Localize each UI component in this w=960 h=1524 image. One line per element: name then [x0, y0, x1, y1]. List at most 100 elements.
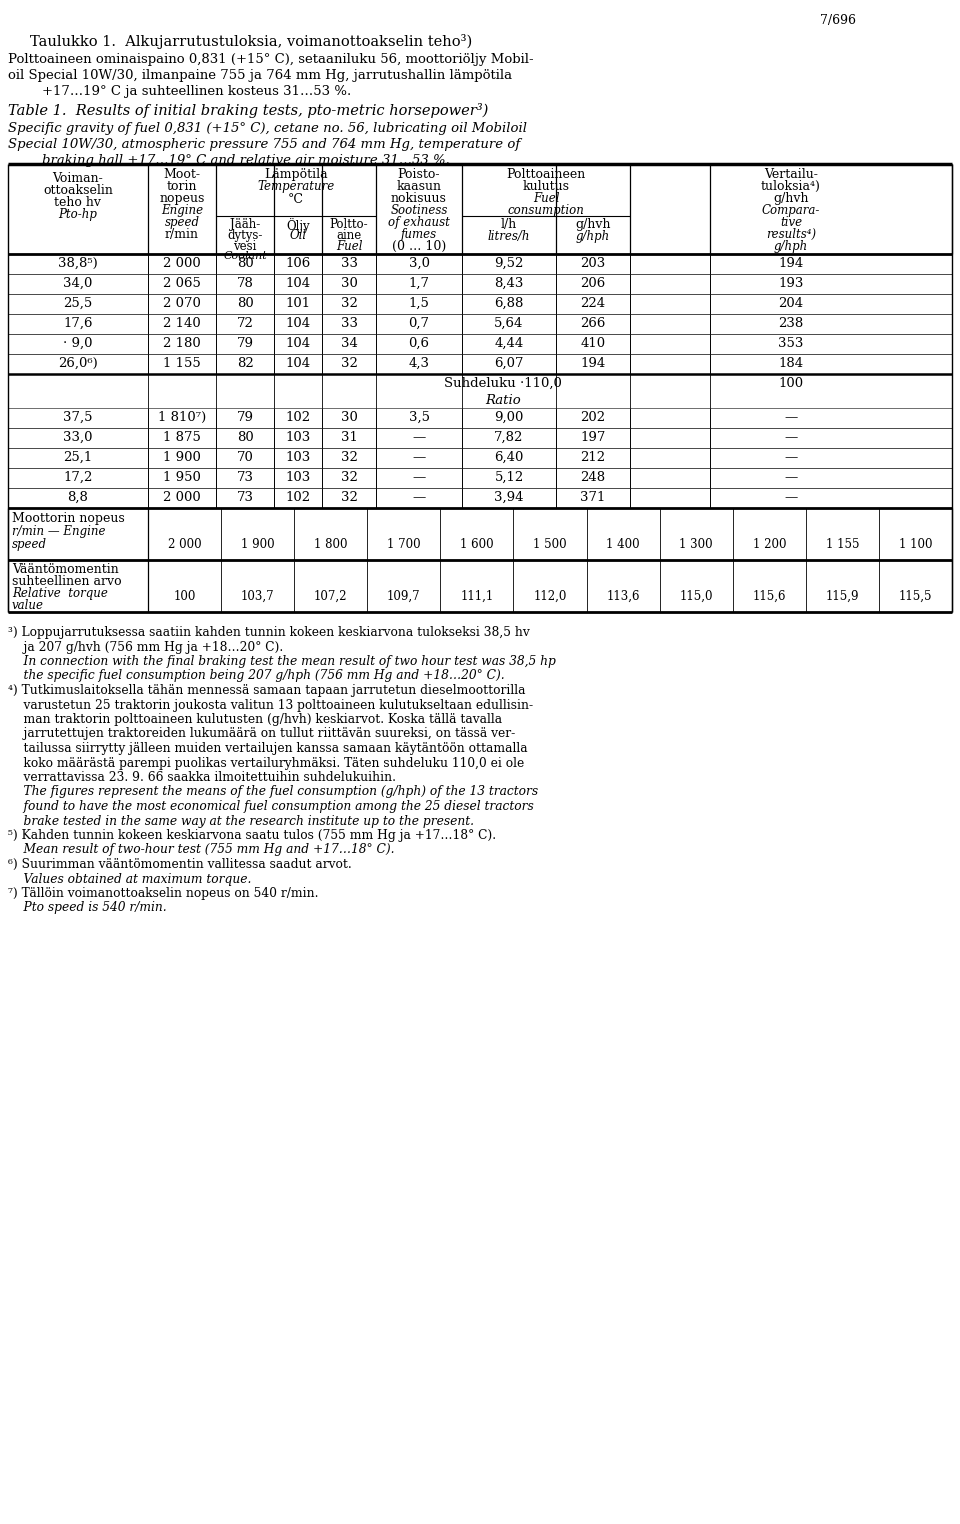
- Text: varustetun 25 traktorin joukosta valitun 13 polttoaineen kulutukseltaan edullisi: varustetun 25 traktorin joukosta valitun…: [8, 698, 533, 712]
- Text: Taulukko 1.  Alkujarrutustuloksia, voimanottoakselin teho³): Taulukko 1. Alkujarrutustuloksia, voiman…: [30, 34, 472, 49]
- Text: the specific fuel consumption being 207 g/hph (756 mm Hg and +18…20° C).: the specific fuel consumption being 207 …: [8, 669, 505, 683]
- Text: 4,44: 4,44: [494, 337, 523, 351]
- Text: 37,5: 37,5: [63, 411, 93, 424]
- Text: 9,52: 9,52: [494, 258, 524, 270]
- Text: ³) Loppujarrutuksessa saatiin kahden tunnin kokeen keskiarvona tulokseksi 38,5 h: ³) Loppujarrutuksessa saatiin kahden tun…: [8, 626, 530, 639]
- Text: found to have the most economical fuel consumption among the 25 diesel tractors: found to have the most economical fuel c…: [8, 800, 534, 812]
- Text: —: —: [784, 411, 798, 424]
- Text: value: value: [12, 599, 44, 613]
- Text: —: —: [784, 471, 798, 485]
- Text: 410: 410: [581, 337, 606, 351]
- Text: Polttoaineen ominaispaino 0,831 (+15° C), setaaniluku 56, moottoriöljy Mobil-: Polttoaineen ominaispaino 0,831 (+15° C)…: [8, 53, 534, 66]
- Text: consumption: consumption: [508, 204, 585, 216]
- Text: +17…19° C ja suhteellinen kosteus 31…53 %.: +17…19° C ja suhteellinen kosteus 31…53 …: [8, 85, 351, 98]
- Text: —: —: [413, 451, 425, 463]
- Text: Vääntömomentin: Vääntömomentin: [12, 562, 119, 576]
- Text: Engine: Engine: [161, 204, 204, 216]
- Text: Fuel: Fuel: [533, 192, 560, 206]
- Text: of exhaust: of exhaust: [388, 216, 450, 229]
- Text: 72: 72: [236, 317, 253, 331]
- Text: Moottorin nopeus: Moottorin nopeus: [12, 512, 125, 524]
- Text: ja 207 g/hvh (756 mm Hg ja +18…20° C).: ja 207 g/hvh (756 mm Hg ja +18…20° C).: [8, 640, 283, 654]
- Text: 202: 202: [581, 411, 606, 424]
- Text: 1 200: 1 200: [753, 538, 786, 552]
- Text: 33: 33: [341, 317, 357, 331]
- Text: 238: 238: [779, 317, 804, 331]
- Text: r/min: r/min: [165, 229, 199, 241]
- Text: Mean result of two-hour test (755 mm Hg and +17…18° C).: Mean result of two-hour test (755 mm Hg …: [8, 843, 395, 856]
- Text: Oil: Oil: [289, 229, 306, 242]
- Text: 353: 353: [779, 337, 804, 351]
- Text: 115,6: 115,6: [753, 590, 786, 604]
- Text: 17,2: 17,2: [63, 471, 93, 485]
- Text: Table 1.  Results of initial braking tests, pto-metric horsepower³): Table 1. Results of initial braking test…: [8, 104, 489, 117]
- Text: Fuel: Fuel: [336, 239, 362, 253]
- Text: 107,2: 107,2: [314, 590, 348, 604]
- Text: 266: 266: [580, 317, 606, 331]
- Text: 4,3: 4,3: [409, 357, 429, 370]
- Text: —: —: [413, 471, 425, 485]
- Text: braking hall +17…19° C and relative air moisture 31…53 %.: braking hall +17…19° C and relative air …: [8, 154, 450, 168]
- Text: 78: 78: [236, 277, 253, 290]
- Text: Relative  torque: Relative torque: [12, 587, 108, 600]
- Text: 79: 79: [236, 337, 253, 351]
- Text: Lämpötila: Lämpötila: [264, 168, 327, 181]
- Text: 103: 103: [285, 471, 311, 485]
- Text: nokisuus: nokisuus: [391, 192, 447, 206]
- Text: 1,5: 1,5: [409, 297, 429, 309]
- Text: 3,5: 3,5: [409, 411, 429, 424]
- Text: g/hph: g/hph: [774, 239, 808, 253]
- Text: 115,5: 115,5: [899, 590, 932, 604]
- Text: 1 950: 1 950: [163, 471, 201, 485]
- Text: 203: 203: [581, 258, 606, 270]
- Text: 104: 104: [285, 337, 311, 351]
- Text: Values obtained at maximum torque.: Values obtained at maximum torque.: [8, 873, 252, 885]
- Text: Pto speed is 540 r/min.: Pto speed is 540 r/min.: [8, 902, 167, 914]
- Text: 113,6: 113,6: [607, 590, 640, 604]
- Text: kaasun: kaasun: [396, 180, 442, 194]
- Text: Special 10W/30, atmospheric pressure 755 and 764 mm Hg, temperature of: Special 10W/30, atmospheric pressure 755…: [8, 139, 520, 151]
- Text: 25,1: 25,1: [63, 451, 92, 463]
- Text: 100: 100: [779, 376, 804, 390]
- Text: 33: 33: [341, 258, 357, 270]
- Text: 6,40: 6,40: [494, 451, 524, 463]
- Text: —: —: [784, 431, 798, 443]
- Text: 197: 197: [580, 431, 606, 443]
- Text: 1 900: 1 900: [163, 451, 201, 463]
- Text: 1 875: 1 875: [163, 431, 201, 443]
- Text: g/hph: g/hph: [576, 230, 611, 242]
- Text: In connection with the final braking test the mean result of two hour test was 3: In connection with the final braking tes…: [8, 655, 556, 668]
- Text: 2 000: 2 000: [163, 258, 201, 270]
- Text: suhteellinen arvo: suhteellinen arvo: [12, 575, 122, 588]
- Text: 224: 224: [581, 297, 606, 309]
- Text: 32: 32: [341, 471, 357, 485]
- Text: dytys-: dytys-: [228, 229, 263, 242]
- Text: Jääh-: Jääh-: [229, 218, 260, 232]
- Text: 31: 31: [341, 431, 357, 443]
- Text: 1,7: 1,7: [409, 277, 429, 290]
- Text: 25,5: 25,5: [63, 297, 92, 309]
- Text: 79: 79: [236, 411, 253, 424]
- Text: 104: 104: [285, 317, 311, 331]
- Text: · 9,0: · 9,0: [63, 337, 93, 351]
- Text: The figures represent the means of the fuel consumption (g/hph) of the 13 tracto: The figures represent the means of the f…: [8, 785, 539, 799]
- Text: nopeus: nopeus: [159, 192, 204, 206]
- Text: 1 100: 1 100: [899, 538, 932, 552]
- Text: 73: 73: [236, 491, 253, 504]
- Text: 104: 104: [285, 357, 311, 370]
- Text: Poisto-: Poisto-: [397, 168, 441, 181]
- Text: l/h: l/h: [501, 218, 517, 232]
- Text: 212: 212: [581, 451, 606, 463]
- Text: ⁵) Kahden tunnin kokeen keskiarvona saatu tulos (755 mm Hg ja +17…18° C).: ⁵) Kahden tunnin kokeen keskiarvona saat…: [8, 829, 496, 841]
- Text: Compara-: Compara-: [762, 204, 820, 216]
- Text: kulutus: kulutus: [522, 180, 569, 194]
- Text: 102: 102: [285, 491, 311, 504]
- Text: ⁷) Tällöin voimanottoakselin nopeus on 540 r/min.: ⁷) Tällöin voimanottoakselin nopeus on 5…: [8, 887, 319, 901]
- Text: °C: °C: [288, 194, 304, 206]
- Text: —: —: [784, 451, 798, 463]
- Text: 2 000: 2 000: [163, 491, 201, 504]
- Text: teho hv: teho hv: [55, 197, 102, 209]
- Text: 32: 32: [341, 357, 357, 370]
- Text: Voiman-: Voiman-: [53, 172, 104, 184]
- Text: tuloksia⁴): tuloksia⁴): [761, 180, 821, 194]
